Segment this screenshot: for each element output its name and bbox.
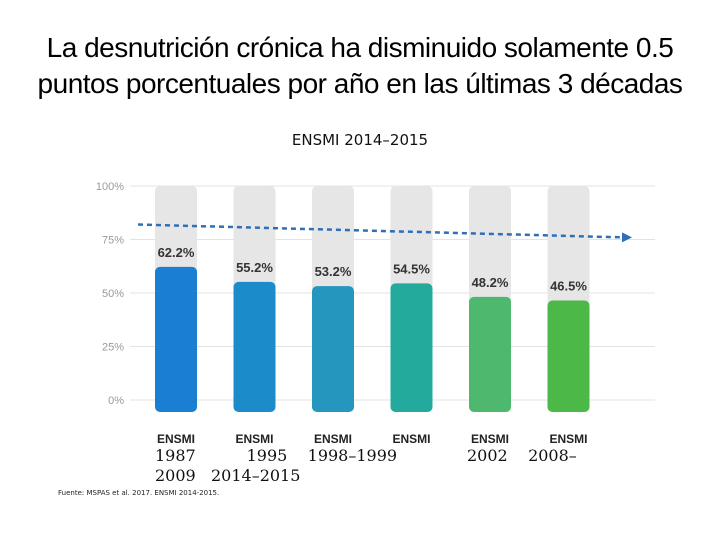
chart-subtitle: ENSMI 2014–2015 [291,131,429,149]
bar-value-label: 54.5% [393,261,430,276]
source-note: Fuente: MSPAS et al. 2017. ENSMI 2014-20… [58,489,220,497]
bar [547,300,590,412]
bar-value-label: 53.2% [315,264,352,279]
bar [155,266,197,412]
category-label: ENSMI [392,432,430,446]
y-tick-label: 25% [102,342,124,354]
y-tick-label: 75% [102,235,124,247]
survey-years: 1987 1995 1998–1999 2002 2008– 2009 2014–… [155,446,577,486]
bar-value-label: 46.5% [550,278,587,293]
y-tick-label: 0% [108,395,124,407]
years-right: 2002 2008– [467,446,577,465]
years-line-1: 1987 1995 1998–1999 [155,446,398,465]
slide-title: La desnutrición crónica ha disminuido so… [37,32,683,99]
bar-value-label: 55.2% [236,260,273,275]
category-label: ENSMI [314,432,352,446]
bar-value-label: 48.2% [472,275,509,290]
y-tick-label: 50% [102,288,124,300]
bar [312,286,354,412]
category-label: ENSMI [157,432,195,446]
years-line-2: 2009 2014–2015 [155,466,301,485]
category-label: ENSMI [471,432,509,446]
bar [469,296,511,412]
bar [233,281,276,412]
bar [390,283,433,412]
category-label: ENSMI [235,432,273,446]
y-tick-label: 100% [96,181,124,193]
bar-value-label: 62.2% [158,245,195,260]
trend-arrowhead [622,232,632,243]
category-label: ENSMI [549,432,587,446]
